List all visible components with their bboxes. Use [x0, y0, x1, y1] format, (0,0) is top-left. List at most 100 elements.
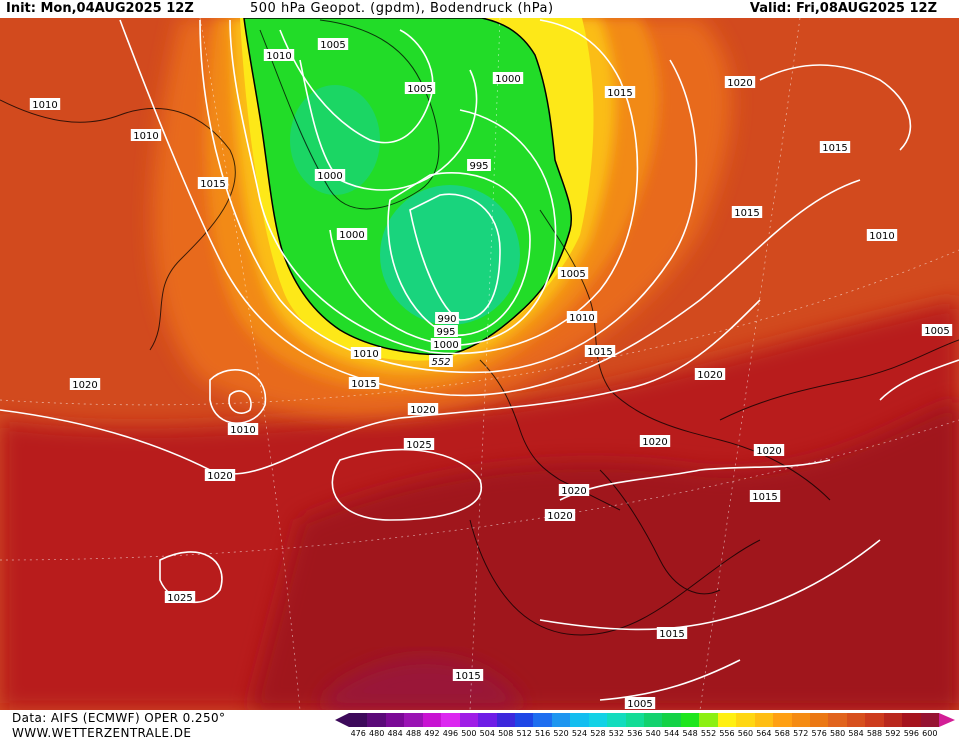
isobar-1020-northeast	[759, 64, 912, 151]
legend-swatch	[607, 713, 626, 727]
isobar-label: 1025	[164, 591, 196, 604]
isobar-label: 1020	[544, 509, 576, 522]
field-deep-red	[250, 400, 959, 710]
isobar-label: 1015	[749, 490, 781, 503]
svg-text:1015: 1015	[752, 492, 777, 503]
color-legend: 476 480 484 488 492 496 500 504 508 512 516 520 524 5…	[335, 713, 957, 741]
legend-tick-label: 556	[719, 729, 735, 738]
legend-tick-label: 516	[534, 729, 551, 738]
legend-swatch	[367, 713, 386, 727]
isobars	[0, 19, 959, 701]
svg-text:1015: 1015	[587, 347, 612, 358]
svg-text:1020: 1020	[727, 78, 752, 89]
svg-text:1000: 1000	[433, 340, 458, 351]
legend-swatch	[496, 713, 515, 727]
isobar-label: 1015	[604, 86, 636, 99]
svg-text:1010: 1010	[32, 100, 57, 111]
legend-tick-label: 492	[424, 729, 440, 738]
svg-text:1020: 1020	[756, 446, 781, 457]
legend-tick-label: 548	[682, 729, 698, 738]
legend-tick-label: 480	[369, 729, 385, 738]
legend-swatch	[533, 713, 552, 727]
svg-text:1020: 1020	[697, 370, 722, 381]
svg-text:1000: 1000	[339, 230, 364, 241]
graticule	[0, 18, 959, 710]
isobar-1005	[229, 19, 639, 355]
field-green-core-west	[290, 85, 380, 195]
legend-swatch	[699, 713, 718, 727]
legend-tick-label: 520	[553, 729, 569, 738]
legend-swatch	[385, 713, 405, 727]
valid-time-label: Valid: Fri,08AUG2025 12Z	[749, 1, 937, 16]
legend-tick-label: 504	[479, 729, 495, 738]
isobar-label: 990	[435, 312, 459, 325]
isobar-990	[409, 193, 501, 321]
isobar-1025-central	[331, 448, 483, 521]
legend-tick-label: 592	[885, 729, 901, 738]
legend-swatch	[441, 713, 460, 727]
isobar-1010-south	[599, 659, 741, 701]
legend-tick-label: 560	[737, 729, 754, 738]
legend-tick-label: 540	[645, 729, 661, 738]
isobar-label: 1020	[753, 444, 785, 457]
legend-swatch	[902, 713, 921, 727]
color-legend-ticks: 476 480 484 488 492 496 500 504 508 512 516 520 524 5…	[335, 729, 957, 741]
legend-tick-label: 564	[756, 729, 772, 738]
legend-tick-label: 532	[608, 729, 624, 738]
svg-text:995: 995	[436, 327, 455, 338]
svg-text:1015: 1015	[734, 208, 759, 219]
legend-tick-label: 484	[387, 729, 403, 738]
svg-text:1025: 1025	[406, 440, 431, 451]
legend-swatch	[570, 713, 589, 727]
legend-tick-label: 588	[866, 729, 883, 738]
isobar-1015-south	[539, 539, 881, 631]
legend-tick-label: 580	[829, 729, 846, 738]
legend-swatch	[588, 713, 608, 727]
isobar-label: 1015	[656, 627, 688, 640]
isobar-label: 1005	[404, 82, 436, 95]
isobar-label: 1000	[430, 338, 462, 351]
legend-swatch	[736, 713, 755, 727]
coast-north-america	[0, 99, 236, 351]
svg-text:1005: 1005	[627, 699, 652, 710]
geopotential-field	[0, 18, 959, 710]
svg-text:1015: 1015	[200, 179, 225, 190]
isobar-label: 1015	[348, 377, 380, 390]
legend-tick-label: 508	[498, 729, 514, 738]
isobar-label: 1010	[350, 347, 382, 360]
isobar-label: 1015	[452, 669, 484, 682]
chart-title: 500 hPa Geopot. (gpdm), Bodendruck (hPa)	[250, 1, 554, 16]
isobar-1005-east	[879, 359, 959, 401]
isobar-label: 1010	[866, 229, 898, 242]
svg-text:1010: 1010	[353, 349, 378, 360]
legend-swatch	[551, 713, 571, 727]
isobar-1020-south	[559, 459, 831, 501]
isobar-1015	[119, 19, 861, 397]
legend-tick-label: 524	[571, 729, 588, 738]
legend-tick-label: 536	[627, 729, 643, 738]
legend-swatch	[422, 713, 442, 727]
isobar-label: 1010	[566, 311, 598, 324]
svg-text:1020: 1020	[642, 437, 667, 448]
isobar-label: 1020	[204, 469, 236, 482]
svg-text:1020: 1020	[72, 380, 97, 391]
svg-text:1000: 1000	[495, 74, 520, 85]
svg-text:1020: 1020	[410, 405, 435, 416]
legend-swatch	[809, 713, 829, 727]
isobar-label: 1005	[317, 38, 349, 51]
svg-text:1020: 1020	[547, 511, 572, 522]
legend-tick-label: 572	[793, 729, 809, 738]
legend-swatch	[754, 713, 774, 727]
svg-text:552: 552	[431, 357, 450, 368]
website-label: WWW.WETTERZENTRALE.DE	[12, 726, 192, 740]
isobar-label: 1005	[557, 267, 589, 280]
legend-swatch	[883, 713, 903, 727]
isobar-label: 1000	[336, 228, 368, 241]
coast-italy	[599, 469, 721, 595]
isobar-label: 1005	[921, 324, 953, 337]
isobar-label: 1020	[558, 484, 590, 497]
init-time-label: Init: Mon,04AUG2025 12Z	[6, 1, 194, 16]
isobar-label: 1010	[29, 98, 61, 111]
legend-swatch	[644, 713, 663, 727]
